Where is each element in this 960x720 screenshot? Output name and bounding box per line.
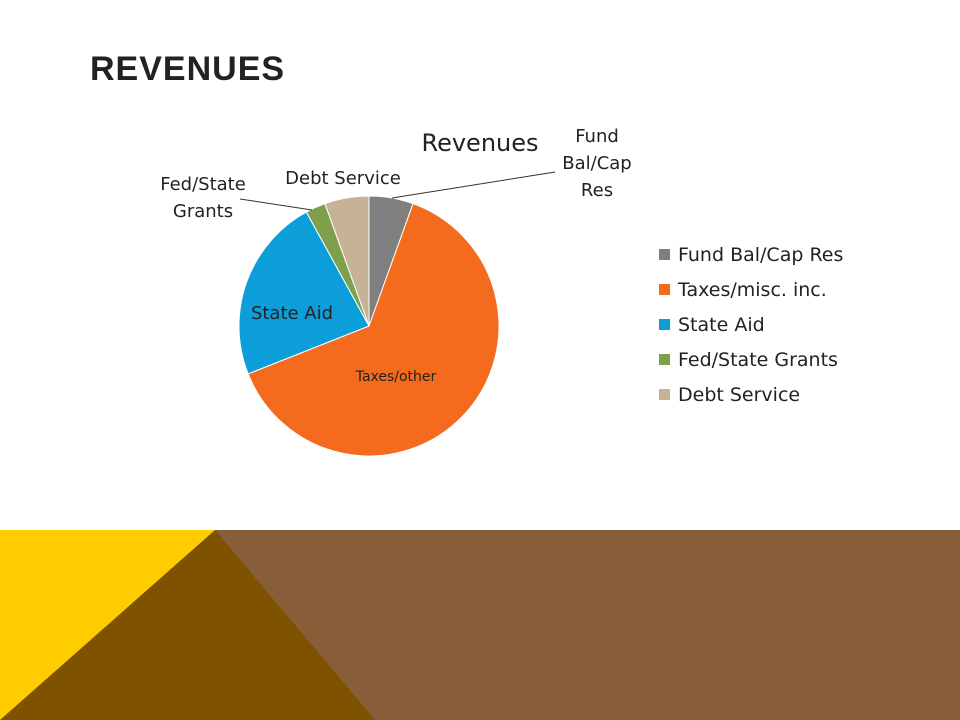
leader-line-fed-state-grants (239, 198, 313, 211)
leader-line-fund-bal-cap-res (391, 171, 556, 199)
legend-swatch-fund-bal-cap-res (659, 249, 670, 260)
legend-swatch-debt-service (659, 389, 670, 400)
legend-label-taxes-misc-inc: Taxes/misc. inc. (677, 279, 827, 301)
legend-label-state-aid: State Aid (678, 314, 765, 336)
legend-item-taxes-misc-inc: Taxes/misc. inc. (659, 279, 827, 301)
legend-swatch-fed-state-grants (659, 354, 670, 365)
legend-label-fed-state-grants: Fed/State Grants (678, 349, 838, 371)
data-label-fund-bal-cap-res: Fund Bal/Cap Res (562, 126, 631, 201)
data-label-debt-service: Debt Service (285, 168, 401, 189)
legend-item-fed-state-grants: Fed/State Grants (659, 349, 838, 371)
pie-slice-taxes-misc-inc (247, 203, 500, 457)
pie-chart: Revenues Fund Bal/Cap Res Taxes/other State … (160, 126, 843, 457)
data-label-taxes-misc-inc: Taxes/other (355, 369, 437, 385)
legend-item-fund-bal-cap-res: Fund Bal/Cap Res (659, 244, 843, 266)
data-label-state-aid: State Aid (251, 303, 333, 324)
data-label-fed-state-grants: Fed/State Grants (160, 174, 246, 222)
legend-item-state-aid: State Aid (659, 314, 765, 336)
legend-label-fund-bal-cap-res: Fund Bal/Cap Res (678, 244, 843, 266)
chart-title: Revenues (421, 129, 538, 157)
legend-item-debt-service: Debt Service (659, 384, 800, 406)
slide-title: REVENUES (90, 50, 286, 88)
pie-slice-debt-service (324, 195, 370, 327)
pie-slice-state-aid (238, 211, 370, 375)
legend-label-debt-service: Debt Service (678, 384, 800, 406)
footer-gold-triangle (0, 530, 215, 720)
legend-swatch-state-aid (659, 319, 670, 330)
footer-decoration (0, 530, 960, 720)
legend-swatch-taxes-misc-inc (659, 284, 670, 295)
